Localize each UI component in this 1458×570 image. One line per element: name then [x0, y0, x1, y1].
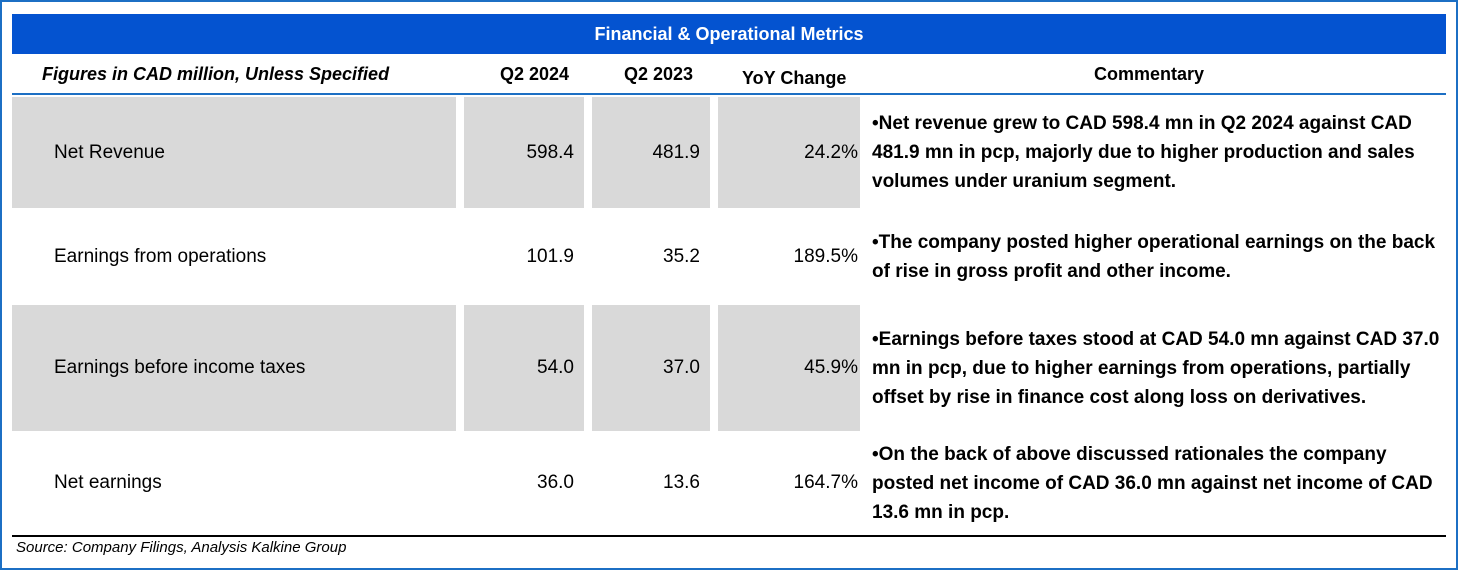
commentary-text: •The company posted higher operational e… — [864, 208, 1444, 305]
commentary-bullet-text: •The company posted higher operational e… — [872, 231, 1436, 282]
value-q2-2023: 481.9 — [592, 97, 710, 208]
metric-label: Earnings before income taxes — [12, 305, 456, 431]
value-q2-2024: 598.4 — [464, 97, 584, 208]
table-row: Net earnings 36.0 13.6 164.7% •On the ba… — [12, 431, 1446, 535]
value-yoy-change: 189.5% — [793, 245, 858, 267]
commentary-text: •Earnings before taxes stood at CAD 54.0… — [864, 305, 1444, 431]
value-q2-2024: 36.0 — [537, 472, 574, 493]
commentary-bullet-text: •Earnings before taxes stood at CAD 54.0… — [872, 328, 1440, 408]
header-metric: Figures in CAD million, Unless Specified — [42, 63, 390, 84]
value-q2-2024: 101.9 — [526, 245, 574, 267]
table-row: Earnings before income taxes 54.0 37.0 4… — [12, 305, 1446, 431]
header-q2-2023: Q2 2023 — [624, 63, 694, 84]
value-q2-2023: 13.6 — [663, 472, 700, 493]
metric-label: Earnings from operations — [54, 245, 267, 267]
value-yoy-change: 45.9% — [718, 305, 860, 431]
header-commentary: Commentary — [1094, 63, 1205, 84]
metric-label: Net Revenue — [12, 97, 456, 208]
source-note: Source: Company Filings, Analysis Kalkin… — [16, 539, 347, 556]
table-bottom-rule — [12, 535, 1446, 537]
value-yoy-change: 24.2% — [718, 97, 860, 208]
value-q2-2023: 37.0 — [592, 305, 710, 431]
header-q2-2024: Q2 2024 — [500, 63, 570, 84]
table-row: Earnings from operations 101.9 35.2 189.… — [12, 208, 1446, 305]
commentary-text: •Net revenue grew to CAD 598.4 mn in Q2 … — [864, 97, 1444, 208]
value-q2-2024: 54.0 — [464, 305, 584, 431]
table-header-row: Figures in CAD million, Unless Specified… — [12, 55, 1446, 95]
commentary-text: •On the back of above discussed rational… — [864, 431, 1444, 535]
header-yoy-change: YoY Change — [742, 67, 847, 88]
value-yoy-change: 164.7% — [793, 472, 858, 493]
commentary-bullet-text: •Net revenue grew to CAD 598.4 mn in Q2 … — [872, 113, 1415, 192]
value-q2-2023: 35.2 — [663, 245, 700, 267]
commentary-bullet-text: •On the back of above discussed rational… — [872, 443, 1433, 523]
table-title: Financial & Operational Metrics — [12, 14, 1446, 54]
table-row: Net Revenue 598.4 481.9 24.2% •Net reven… — [12, 97, 1446, 208]
metric-label: Net earnings — [54, 472, 162, 493]
